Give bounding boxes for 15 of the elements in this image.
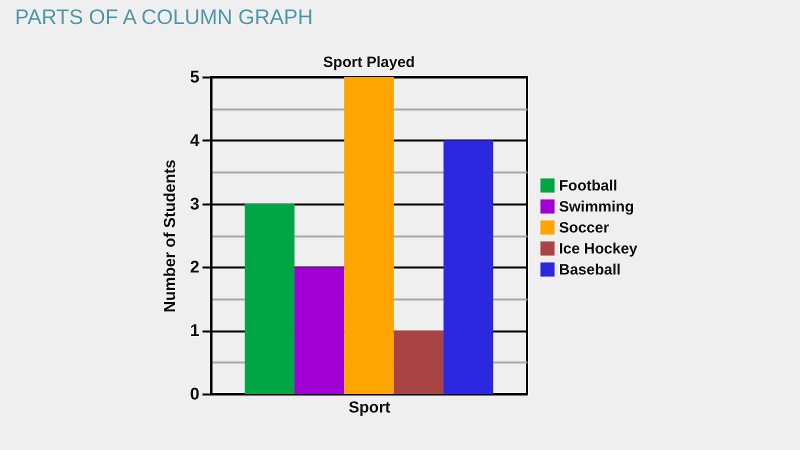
- chart-title: PARTS OF A COLUMN GRAPH: [15, 6, 313, 29]
- legend-label: Football: [559, 178, 618, 194]
- y-tick-label: 4: [190, 130, 200, 150]
- legend-label: Swimming: [559, 198, 634, 216]
- legend-label: Soccer: [559, 220, 610, 236]
- y-tick-label: 3: [190, 194, 200, 214]
- y-tick-label: 1: [190, 321, 200, 340]
- legend-label: Baseball: [559, 262, 621, 278]
- y-axis-title: Number of Students: [162, 159, 180, 312]
- y-tick-label: 2: [190, 258, 200, 277]
- y-tick-label: 5: [190, 68, 200, 86]
- x-axis-title: Sport: [348, 400, 392, 416]
- legend-label: Ice Hockey: [559, 240, 638, 258]
- y-tick-label: 0: [190, 384, 200, 404]
- chart-subtitle: Sport Played: [323, 54, 415, 71]
